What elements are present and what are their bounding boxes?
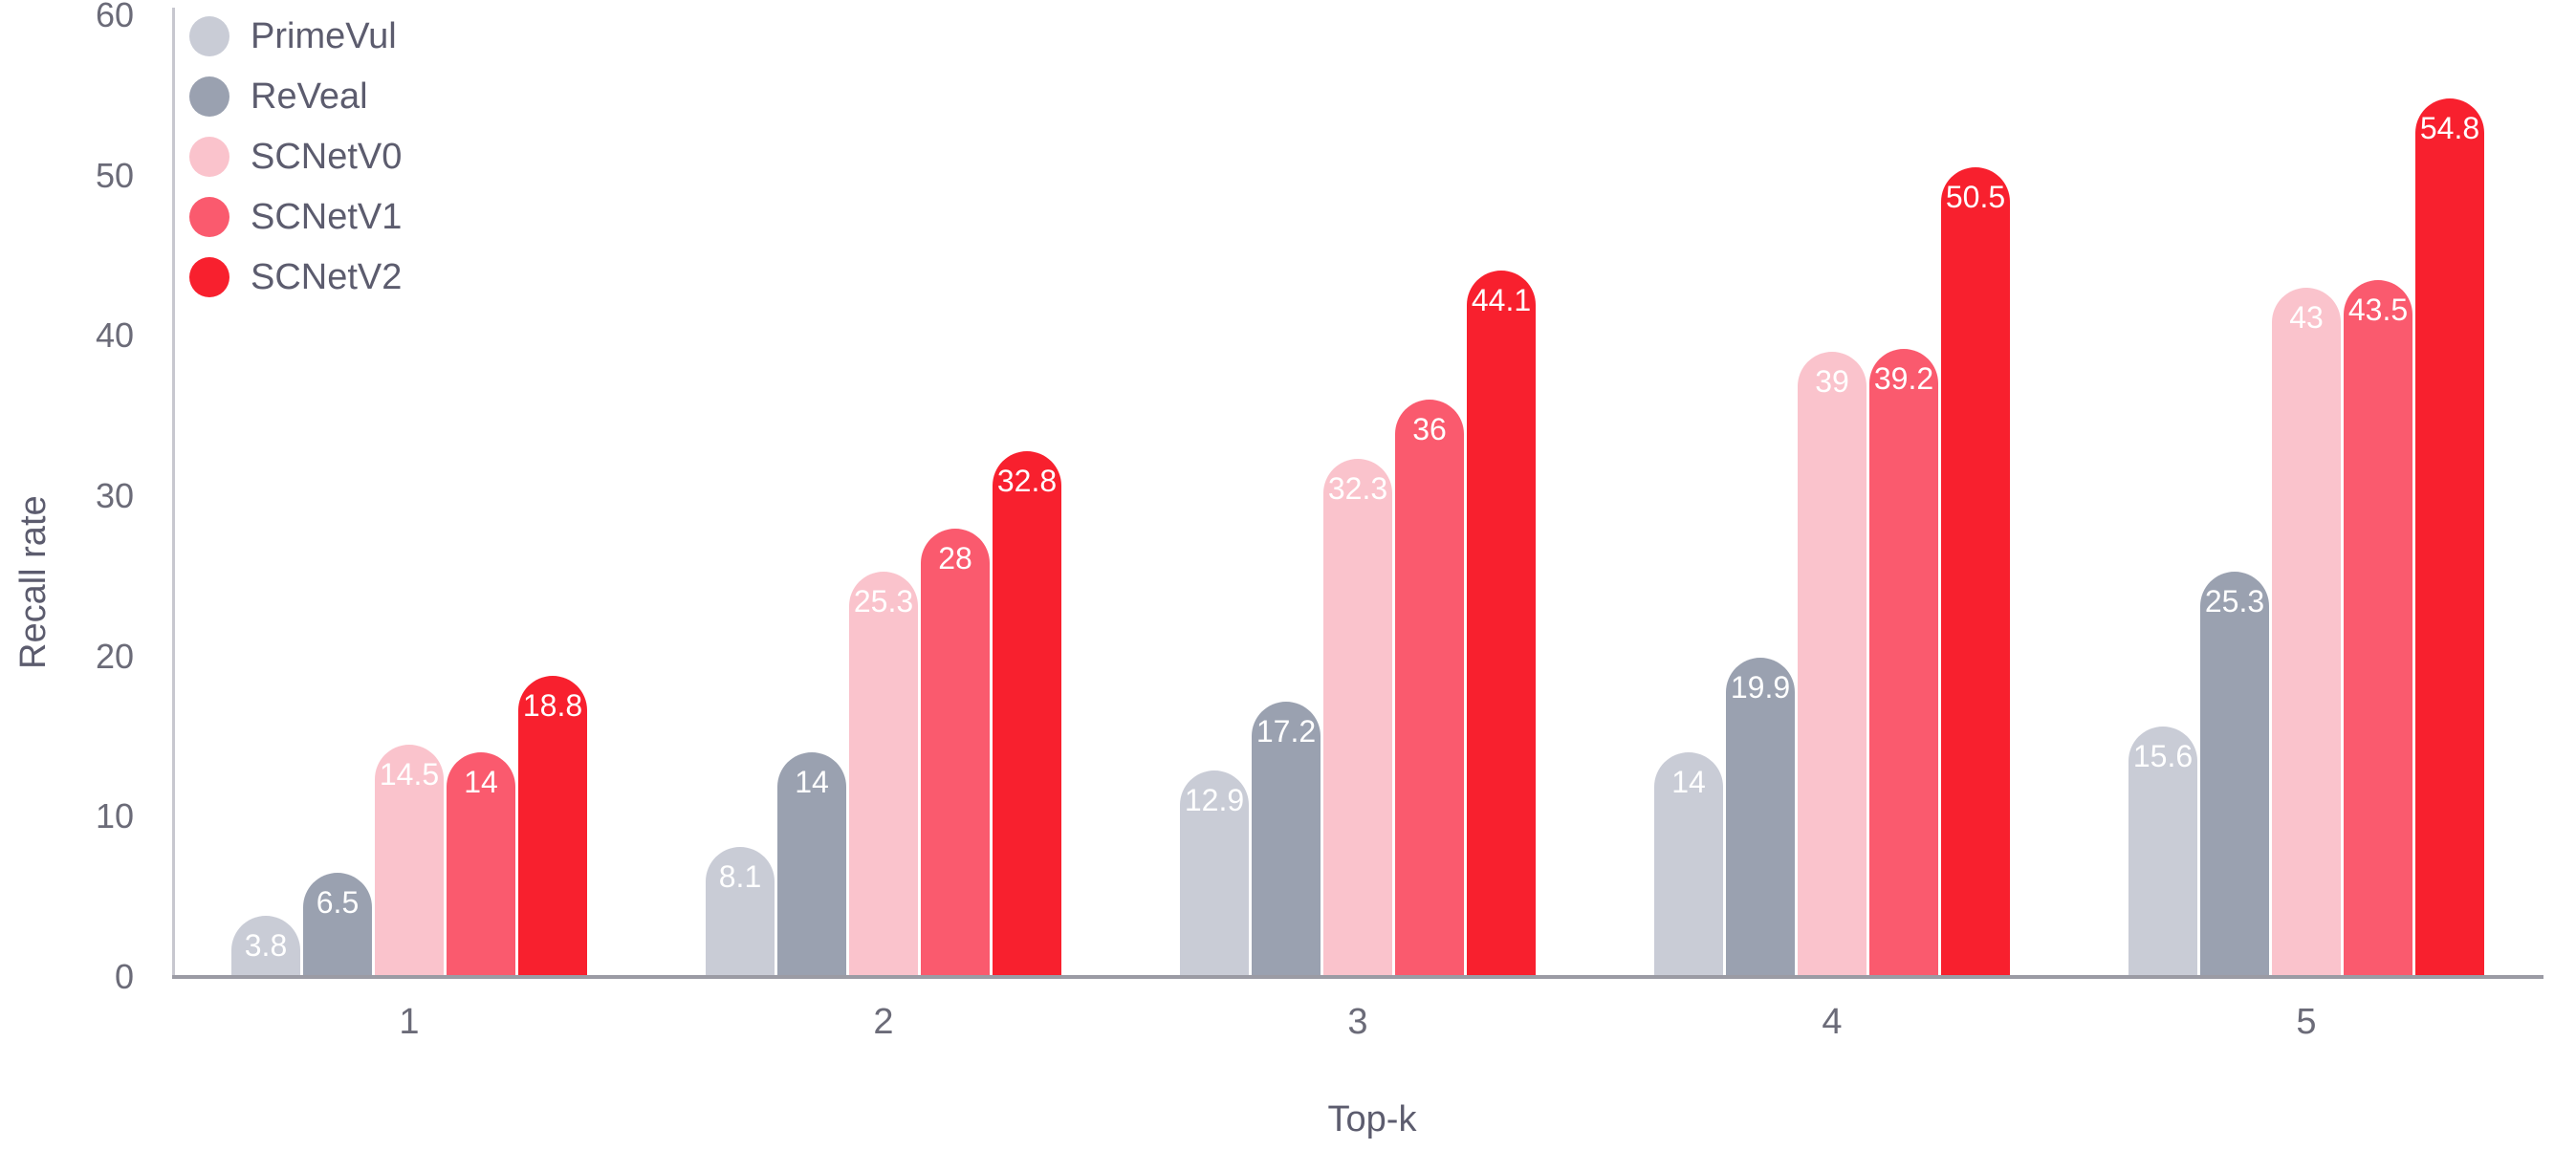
y-axis-tick-label: 0 [114,957,134,996]
y-axis-tick-label: 10 [95,796,134,836]
legend: PrimeVul ReVeal SCNetV0 SCNetV1 SCNetV2 [189,6,402,307]
y-axis-line [172,8,175,977]
y-axis-tick-label: 60 [95,0,134,34]
bar: 14.5 [375,744,444,977]
x-axis-tick-label: 5 [2296,1002,2317,1042]
legend-item-label: PrimeVul [251,15,397,56]
legend-item-label: SCNetV0 [251,136,403,177]
y-axis-tick-label: 20 [95,636,134,676]
bar-value-label: 14 [795,765,829,800]
legend-marker-dot [189,76,229,117]
legend-marker-dot [189,136,229,177]
legend-item: SCNetV1 [189,186,402,247]
legend-item: SCNetV0 [189,126,402,186]
bar: 32.8 [993,451,1061,977]
y-axis-tick-label: 50 [95,155,134,195]
legend-item-label: SCNetV2 [251,256,403,297]
bar: 50.5 [1941,167,2010,977]
bar: 17.2 [1252,701,1321,977]
bar: 19.9 [1726,658,1795,977]
bar-value-label: 50.5 [1945,180,2006,215]
bar-value-label: 43.5 [2347,292,2409,327]
legend-item: ReVeal [189,66,402,126]
legend-item-label: SCNetV1 [251,196,403,237]
x-axis-tick-label: 4 [1822,1002,1843,1042]
y-axis-tick-label: 30 [95,476,134,515]
bar-group: 8.1 14 25.3 28 32.8 [706,15,1061,977]
bar-value-label: 39 [1815,364,1849,400]
legend-item-label: ReVeal [251,76,368,117]
bar-value-label: 28 [938,540,972,575]
bar-value-label: 18.8 [522,687,583,723]
x-axis-tick-label: 2 [873,1002,894,1042]
bar-value-label: 32.3 [1327,471,1388,507]
x-axis-line [172,975,2543,979]
legend-marker-dot [189,196,229,237]
bar: 43 [2272,288,2341,977]
bar: 44.1 [1467,270,1536,977]
bar-value-label: 3.8 [244,928,288,964]
bar: 36 [1395,400,1464,977]
bar: 25.3 [849,571,918,977]
bar-value-label: 19.9 [1730,670,1791,705]
bar: 39 [1798,352,1867,977]
bar-value-label: 44.1 [1471,282,1532,317]
bar-value-label: 15.6 [2132,739,2194,774]
bar-value-label: 36 [1412,412,1447,447]
bar-value-label: 43 [2289,300,2324,336]
bar-group: 3.8 6.5 14.5 14 18.8 [231,15,587,977]
bar: 8.1 [706,847,775,977]
bar-group: 15.6 25.3 43 43.5 54.8 [2128,15,2484,977]
x-axis-title: Top-k [1327,1099,1417,1139]
bar-value-label: 25.3 [853,583,914,618]
bar-value-label: 8.1 [718,859,762,895]
bar: 43.5 [2344,279,2412,977]
bar-value-label: 12.9 [1184,782,1245,817]
bar-value-label: 6.5 [316,885,360,921]
bar: 39.2 [1869,348,1938,977]
bar-value-label: 14 [1671,765,1706,800]
bar: 18.8 [518,675,587,977]
bar: 25.3 [2200,571,2269,977]
bar: 6.5 [303,873,372,977]
bar-value-label: 17.2 [1255,713,1317,749]
x-axis-tick-label: 3 [1347,1002,1368,1042]
bar: 14 [1654,752,1723,977]
bar: 14 [447,752,515,977]
bar-value-label: 32.8 [996,464,1058,499]
bar: 3.8 [231,916,300,977]
bar-value-label: 14.5 [379,756,440,792]
bar: 14 [777,752,846,977]
bar-group: 12.9 17.2 32.3 36 44.1 [1180,15,1536,977]
y-axis-tick-label: 40 [95,315,134,356]
bar: 12.9 [1180,770,1249,977]
legend-marker-dot [189,15,229,56]
bar-group: 14 19.9 39 39.2 50.5 [1654,15,2010,977]
legend-item: PrimeVul [189,6,402,66]
bar: 32.3 [1323,459,1392,977]
legend-item: SCNetV2 [189,247,402,307]
plot-area: 3.8 6.5 14.5 14 18.8 8.1 14 25.3 28 32.8 12.9 17.2 3… [172,15,2543,977]
bar-value-label: 54.8 [2419,111,2480,146]
bar: 28 [921,528,990,977]
bar: 54.8 [2415,98,2484,977]
x-axis-tick-label: 1 [399,1002,420,1042]
bar-value-label: 14 [464,765,498,800]
bar-value-label: 39.2 [1873,360,1934,396]
bar-value-label: 25.3 [2204,583,2265,618]
legend-marker-dot [189,256,229,297]
bar: 15.6 [2128,727,2197,977]
